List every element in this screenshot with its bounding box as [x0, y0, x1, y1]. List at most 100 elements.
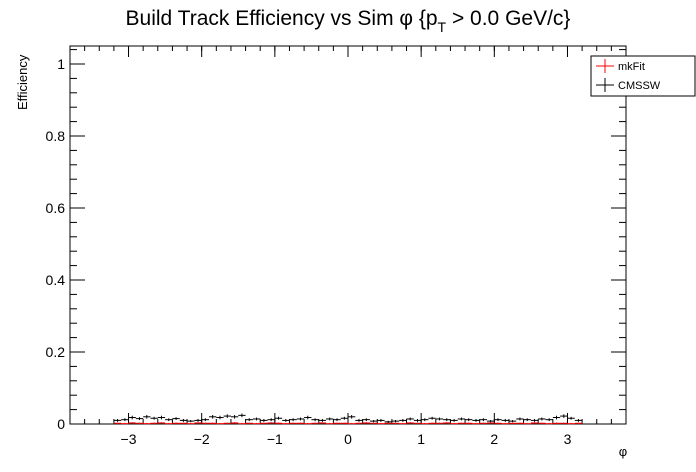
data-point [435, 417, 444, 421]
data-point [230, 422, 239, 424]
x-tick-label: −1 [267, 431, 283, 447]
y-axis-title: Efficiency [15, 54, 30, 110]
data-point [574, 418, 583, 422]
series-mkfit [113, 422, 583, 425]
data-point [340, 416, 348, 420]
data-point [421, 418, 429, 422]
data-point [318, 418, 327, 422]
data-point [501, 422, 509, 425]
data-point [421, 422, 429, 425]
data-point [326, 422, 334, 425]
x-axis-title: φ [619, 444, 627, 459]
data-point [128, 415, 136, 420]
x-tick-label: −3 [121, 431, 137, 447]
data-point [362, 422, 370, 424]
data-point [311, 422, 319, 424]
data-point [472, 418, 480, 422]
data-point [209, 415, 217, 419]
data-point [223, 414, 231, 418]
data-point [121, 422, 129, 425]
x-axis: −3 −2 −1 0 1 2 3 [84, 46, 627, 447]
data-point [355, 422, 363, 424]
data-point [487, 422, 495, 424]
data-point [289, 418, 297, 422]
data-point [304, 415, 312, 420]
data-point [333, 422, 341, 424]
data-point [494, 422, 502, 424]
data-point [187, 420, 195, 423]
data-point [369, 422, 378, 424]
data-point [457, 417, 466, 421]
data-point [135, 422, 144, 424]
data-point [443, 418, 451, 422]
data-point [501, 418, 509, 422]
data-point [413, 418, 422, 422]
data-point [391, 422, 400, 424]
data-point [428, 416, 436, 420]
data-point [545, 418, 553, 422]
data-point [165, 422, 173, 425]
data-point [479, 422, 487, 424]
data-point [530, 422, 539, 424]
data-point [230, 415, 239, 419]
x-tick-label: −2 [194, 431, 210, 447]
data-point [113, 422, 122, 424]
data-point [128, 422, 136, 424]
data-point [457, 422, 466, 424]
data-point [267, 422, 275, 424]
chart-title-main: Build Track Efficiency vs Sim φ {p [126, 7, 438, 30]
data-point [252, 417, 261, 421]
data-point [333, 418, 341, 422]
y-tick-label: 0.6 [46, 200, 66, 216]
data-point [428, 422, 436, 424]
data-point [150, 416, 158, 420]
data-point [252, 422, 261, 425]
data-point [304, 422, 312, 425]
data-point [362, 418, 370, 422]
data-point [260, 418, 268, 422]
legend-label-cmssw: CMSSW [618, 80, 661, 92]
data-point [348, 422, 356, 425]
data-point [282, 422, 290, 425]
data-point [399, 422, 407, 425]
data-point [194, 422, 202, 424]
data-point [465, 418, 473, 422]
data-point [311, 418, 319, 422]
y-tick-label: 0 [57, 416, 65, 432]
data-point [384, 420, 392, 423]
data-point [187, 422, 195, 425]
data-point [552, 415, 561, 420]
data-point [282, 418, 290, 422]
data-point [201, 418, 209, 422]
data-point [472, 422, 480, 425]
y-axis: 0 0.2 0.4 0.6 0.8 1 [46, 49, 626, 432]
y-tick-label: 0.8 [46, 128, 66, 144]
data-point [223, 422, 231, 424]
x-tick-label: 3 [564, 431, 572, 447]
legend: mkFit CMSSW [590, 55, 696, 97]
data-point [179, 422, 188, 424]
data-point [574, 422, 583, 424]
data-point [406, 417, 414, 421]
data-point [523, 422, 531, 425]
data-point [391, 420, 400, 423]
data-point [318, 422, 327, 424]
data-point [296, 417, 305, 421]
data-point [326, 417, 334, 421]
data-point [201, 422, 209, 424]
data-point [209, 422, 217, 424]
data-point [172, 417, 180, 421]
data-point [567, 416, 575, 420]
data-point [369, 420, 378, 423]
data-point [399, 418, 407, 422]
data-point [377, 418, 385, 422]
data-point [530, 418, 539, 422]
data-point [143, 422, 151, 425]
data-point [165, 418, 173, 422]
legend-marker-cmssw [596, 78, 614, 92]
plot-frame [69, 45, 627, 425]
data-point [143, 415, 151, 419]
data-point [150, 422, 158, 424]
data-point [260, 422, 268, 424]
data-point [340, 422, 348, 424]
